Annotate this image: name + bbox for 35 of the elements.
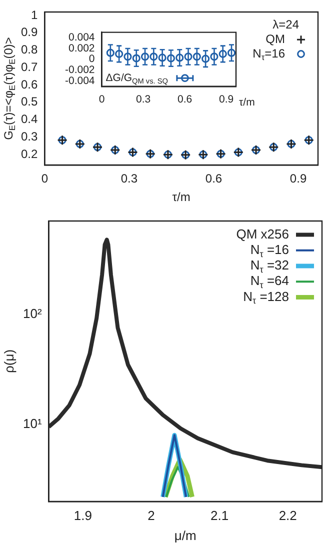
x-tick-label: 0.3 [136, 94, 151, 106]
y-tick-label: -0.002 [64, 64, 95, 76]
x-axis-title: τ/m [239, 96, 256, 109]
x-tick-label: 0.3 [120, 172, 138, 186]
legend-label: QM [266, 32, 286, 46]
y-tick-label: 0.004 [68, 32, 95, 44]
y-tick-label: 1 [30, 8, 38, 22]
y-tick-label: 0.9 [20, 25, 38, 40]
y-tick-label: -0.004 [64, 74, 95, 87]
x-tick-label: 2.2 [278, 508, 297, 523]
x-tick-label: 2 [148, 508, 155, 523]
x-tick-label: 0.6 [205, 172, 222, 186]
y-tick-label: 10¹ [22, 416, 42, 432]
x-tick-label: 0.6 [177, 94, 192, 106]
x-tick-label: 2.1 [210, 508, 229, 523]
x-tick-label: 0.9 [219, 94, 234, 106]
y-tick-label: 0.6 [20, 77, 38, 92]
y-tick-label: 0.2 [20, 146, 38, 161]
legend-title: λ=24 [272, 18, 300, 32]
y-tick-label: 0.4 [20, 112, 38, 126]
x-tick-label: 0.9 [290, 172, 307, 186]
y-tick-label: 0 [88, 53, 95, 66]
legend-label: QM x256 [236, 226, 290, 242]
x-tick-label: 1.9 [74, 508, 92, 523]
y-axis-title: ρ(μ) [1, 349, 16, 374]
y-tick-label: 10² [22, 306, 42, 321]
y-axis-title: GE(τ)=<φE(τ)φE(0)> [1, 37, 17, 140]
x-axis-title: μ/m [174, 528, 196, 543]
x-tick-label: 0 [98, 94, 105, 106]
y-tick-label: 0.8 [20, 42, 38, 57]
y-tick-label: 0.5 [20, 94, 38, 109]
x-axis-title: τ/m [172, 190, 190, 204]
y-tick-label: 0.7 [20, 60, 38, 74]
y-tick-label: 0.002 [68, 42, 95, 54]
y-tick-label: 0.3 [20, 129, 38, 144]
